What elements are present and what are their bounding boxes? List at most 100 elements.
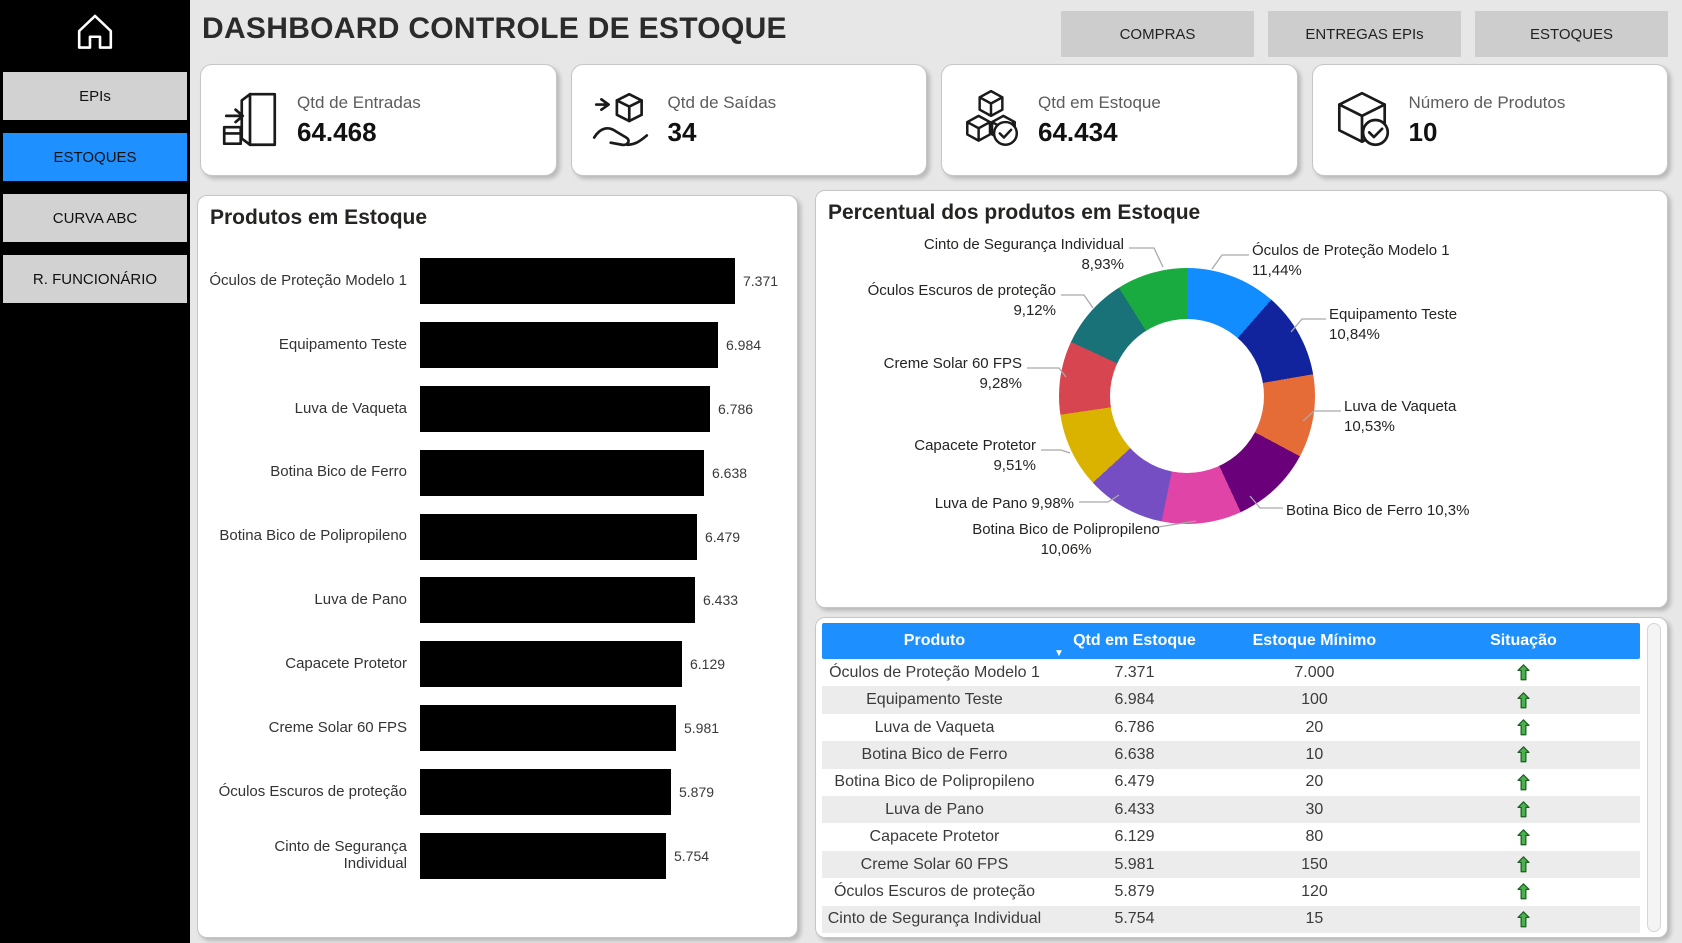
donut-label-name: Óculos de Proteção Modelo 1 <box>1252 242 1450 259</box>
bar-row-creme-solar-60-fps: Creme Solar 60 FPS 5.981 <box>208 705 789 752</box>
bar-value-label: 6.984 <box>726 336 762 353</box>
table-row-oculos-de-protecao-modelo-1[interactable]: Óculos de Proteção Modelo 1 7.371 7.000 <box>822 659 1640 686</box>
bar-track: 5.879 <box>420 769 789 815</box>
bar-row-botina-bico-de-ferro: Botina Bico de Ferro 6.638 <box>208 449 789 496</box>
table-row-creme-solar-60-fps[interactable]: Creme Solar 60 FPS 5.981 150 <box>822 850 1640 879</box>
bar[interactable] <box>420 832 666 879</box>
bar-chart-title: Produtos em Estoque <box>210 206 428 229</box>
bar-category-label: Botina Bico de Ferro <box>270 463 407 481</box>
cell-produto: Botina Bico de Ferro <box>861 745 1008 763</box>
donut-label-equipamento-teste: Equipamento Teste 10,84% <box>1329 305 1457 344</box>
bar-track: 6.984 <box>420 321 789 368</box>
bar-track: 6.433 <box>420 577 789 624</box>
status-up-arrow-icon <box>1407 801 1640 818</box>
donut-label-percent: 9,28% <box>979 374 1022 392</box>
donut-label-percent: 9,98% <box>1027 495 1074 512</box>
kpi-row: Qtd de Entradas 64.468 Qtd de Saídas 34 Qtd … <box>200 64 1668 176</box>
bar[interactable] <box>420 577 695 624</box>
table-row-equipamento-teste[interactable]: Equipamento Teste 6.984 100 <box>822 686 1640 714</box>
column-header-situacao[interactable]: Situação <box>1490 632 1557 649</box>
table-row-cinto-de-seguranca-individual[interactable]: Cinto de Segurança Individual 5.754 15 <box>822 905 1640 934</box>
column-header-produto[interactable]: Produto <box>903 632 966 649</box>
kpi-label: Qtd de Saídas <box>667 92 777 112</box>
bar-value-label: 6.638 <box>712 464 748 481</box>
donut-label-oculos-de-protecao-modelo-1: Óculos de Proteção Modelo 1 11,44% <box>1252 241 1450 280</box>
sidebar-item-epis[interactable]: EPIs <box>3 72 187 120</box>
column-header-estoque-minimo[interactable]: Estoque Mínimo <box>1252 632 1377 649</box>
bar-category-label: Luva de Vaqueta <box>294 399 407 417</box>
cell-produto: Creme Solar 60 FPS <box>860 855 1009 873</box>
table-row-oculos-escuros-de-protecao[interactable]: Óculos Escuros de proteção 5.879 120 <box>822 878 1640 905</box>
sidebar: EPIs ESTOQUES CURVA ABC R. FUNCIONÁRIO <box>0 0 190 943</box>
cell-qtd-em-estoque: 6.433 <box>1114 800 1155 818</box>
bar-category-label: Equipamento Teste <box>278 335 407 353</box>
donut-label-name: Cinto de Segurança Individual <box>923 236 1124 253</box>
cell-estoque-minimo: 30 <box>1305 800 1324 818</box>
table-row-botina-bico-de-ferro[interactable]: Botina Bico de Ferro 6.638 10 <box>822 741 1640 769</box>
top-nav-buttons: COMPRAS ENTREGAS EPIs ESTOQUES <box>1060 11 1668 57</box>
status-up-arrow-icon <box>1407 746 1640 763</box>
donut-label-creme-solar-60-fps: Creme Solar 60 FPS 9,28% <box>884 354 1022 393</box>
bar[interactable] <box>420 385 710 432</box>
cell-produto: Capacete Protetor <box>869 828 1000 846</box>
table-row-capacete-protetor[interactable]: Capacete Protetor 6.129 80 <box>822 823 1640 850</box>
donut-label-botina-bico-de-ferro: Botina Bico de Ferro 10,3% <box>1286 501 1469 521</box>
home-button[interactable] <box>0 0 190 66</box>
table-body: Óculos de Proteção Modelo 1 7.371 7.000 Equ… <box>822 659 1640 934</box>
stock-table: Produto Qtd em Estoque ▼ Estoque Mínimo Situ… <box>822 623 1640 934</box>
table-scrollbar[interactable] <box>1647 623 1661 932</box>
donut-chart-card: Percentual dos produtos em Estoque Óculo… <box>815 190 1668 608</box>
bar-row-oculos-escuros-de-protecao: Óculos Escuros de proteção 5.879 <box>208 769 789 815</box>
cell-produto: Equipamento Teste <box>866 691 1003 709</box>
donut-label-name: Botina Bico de Polipropileno <box>972 521 1160 538</box>
bar-track: 6.129 <box>420 641 789 688</box>
cell-qtd-em-estoque: 7.371 <box>1114 663 1155 681</box>
kpi-card-numero-de-produtos: Número de Produtos 10 <box>1311 64 1668 176</box>
donut-label-percent: 9,12% <box>1013 301 1056 319</box>
sidebar-item-curva-abc[interactable]: CURVA ABC <box>3 194 187 242</box>
donut-label-percent: 10,3% <box>1422 502 1470 519</box>
sidebar-item-r-funcionario[interactable]: R. FUNCIONÁRIO <box>3 255 187 303</box>
bar[interactable] <box>420 321 718 368</box>
bar-value-label: 6.129 <box>690 656 726 673</box>
donut-label-oculos-escuros-de-protecao: Óculos Escuros de proteção 9,12% <box>868 281 1056 320</box>
nav-button-entregas-epis[interactable]: ENTREGAS EPIs <box>1268 11 1461 57</box>
donut-hole <box>1110 319 1264 473</box>
table-row-luva-de-pano[interactable]: Luva de Pano 6.433 30 <box>822 796 1640 824</box>
bar[interactable] <box>420 641 682 688</box>
donut-label-luva-de-pano: Luva de Pano 9,98% <box>935 494 1074 514</box>
cell-estoque-minimo: 15 <box>1305 910 1324 928</box>
bar[interactable] <box>420 769 671 815</box>
cell-qtd-em-estoque: 5.879 <box>1114 882 1155 900</box>
bar[interactable] <box>420 513 697 560</box>
bar-track: 6.786 <box>420 385 789 432</box>
bar-value-label: 7.371 <box>743 273 779 289</box>
donut-label-name: Óculos Escuros de proteção <box>867 282 1056 299</box>
donut-label-name: Creme Solar 60 FPS <box>883 355 1022 372</box>
bar-category-label: Cinto de Segurança Individual <box>274 838 407 872</box>
cell-qtd-em-estoque: 6.786 <box>1114 718 1155 736</box>
bar-value-label: 5.879 <box>679 784 715 800</box>
bar[interactable] <box>420 258 735 304</box>
nav-button-compras[interactable]: COMPRAS <box>1061 11 1254 57</box>
produtos-box-check-icon <box>1329 87 1395 153</box>
table-row-botina-bico-de-polipropileno[interactable]: Botina Bico de Polipropileno 6.479 20 <box>822 769 1640 796</box>
stock-table-card: Produto Qtd em Estoque ▼ Estoque Mínimo Situ… <box>815 617 1668 938</box>
status-up-arrow-icon <box>1407 774 1640 791</box>
saidas-hand-box-icon <box>588 87 654 153</box>
donut-label-percent: 9,51% <box>993 456 1036 474</box>
bar-chart-plot: Óculos de Proteção Modelo 1 7.371 Equipame… <box>208 258 789 879</box>
bar-category-label: Óculos Escuros de proteção <box>218 782 407 800</box>
cell-qtd-em-estoque: 5.754 <box>1114 910 1155 928</box>
bar[interactable] <box>420 449 704 496</box>
bar[interactable] <box>420 705 676 752</box>
bar-value-label: 5.981 <box>684 720 720 737</box>
sidebar-item-estoques[interactable]: ESTOQUES <box>3 133 187 181</box>
cell-qtd-em-estoque: 6.479 <box>1114 773 1155 791</box>
page-title: DASHBOARD CONTROLE DE ESTOQUE <box>202 12 787 45</box>
nav-button-estoques[interactable]: ESTOQUES <box>1475 11 1668 57</box>
donut-label-name: Equipamento Teste <box>1329 306 1458 323</box>
column-header-qtd-em-estoque[interactable]: Qtd em Estoque ▼ <box>1053 632 1196 659</box>
table-row-luva-de-vaqueta[interactable]: Luva de Vaqueta 6.786 20 <box>822 714 1640 741</box>
bar-category-label: Luva de Pano <box>314 591 407 609</box>
